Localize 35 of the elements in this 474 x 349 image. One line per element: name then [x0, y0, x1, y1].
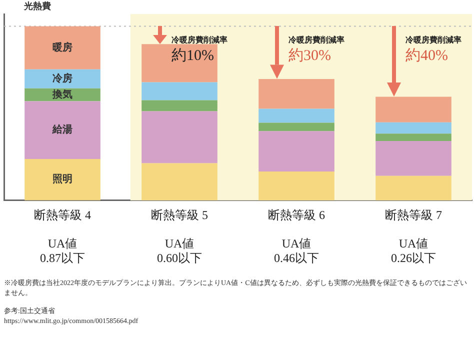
- category-label: 断熱等級 5 UA値 0.60以下: [151, 208, 208, 265]
- annotation: 冷暖房費削減率: [172, 34, 228, 44]
- bar: [258, 171, 334, 200]
- annotation: 冷暖房費削減率: [288, 34, 344, 44]
- bar: [24, 158, 100, 200]
- series-label: 給湯: [52, 124, 72, 136]
- series-label: 換気: [52, 88, 72, 100]
- annotation: 冷暖房費削減率: [406, 34, 462, 44]
- bar: [376, 176, 452, 200]
- bar: [142, 44, 218, 82]
- category-label: 断熱等級 7 UA値 0.26以下: [385, 208, 442, 265]
- series-label: 照明: [52, 173, 72, 186]
- bar: [258, 78, 334, 109]
- bar: [258, 131, 334, 172]
- bar: [142, 100, 218, 112]
- annotation: 約10%: [172, 48, 214, 64]
- bar: [376, 96, 452, 122]
- bar: [376, 140, 452, 176]
- bar: [376, 134, 452, 141]
- bar: [142, 163, 218, 200]
- category-label: 断熱等級 6 UA値 0.46以下: [268, 208, 325, 265]
- bar: [24, 69, 100, 88]
- bar: [24, 101, 100, 159]
- series-label: 冷房: [52, 72, 72, 84]
- annotation: 約40%: [406, 48, 448, 64]
- series-label: 暖房: [52, 41, 72, 54]
- bar: [24, 26, 100, 70]
- category-label: 断熱等級 4 UA値 0.87以下: [34, 208, 91, 265]
- y-axis-title: 光熱費: [22, 0, 52, 12]
- bar: [258, 122, 334, 132]
- bar: [376, 122, 452, 134]
- bar: [142, 82, 218, 100]
- bar: [142, 111, 218, 164]
- bar: [258, 108, 334, 123]
- annotation: 約30%: [288, 48, 331, 64]
